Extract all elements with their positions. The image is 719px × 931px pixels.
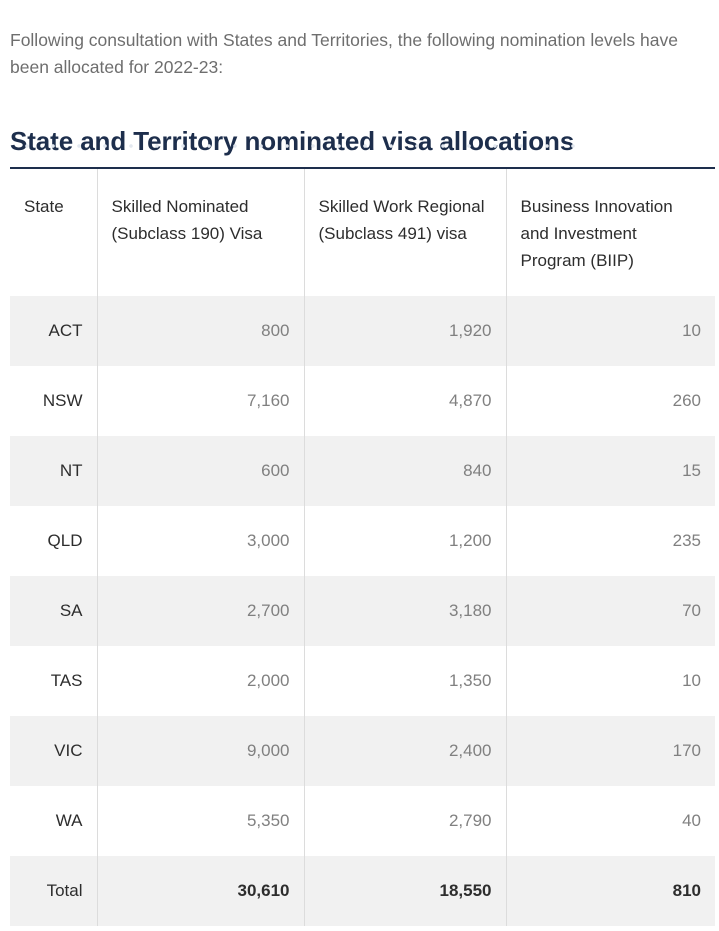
cell-subclass-491: 840 [303, 436, 506, 506]
cell-total-biip: 810 [505, 856, 715, 926]
cell-state: NT [59, 461, 83, 480]
cell-biip: 10 [505, 646, 715, 716]
cell-subclass-491: 1,920 [303, 296, 506, 366]
table-row: TAS 2,000 1,350 10 [10, 646, 715, 716]
cell-biip: 235 [505, 506, 715, 576]
total-row: Total 30,610 18,550 810 [10, 856, 715, 926]
cell-subclass-190: 3,000 [96, 506, 304, 576]
cell-biip: 260 [505, 366, 715, 436]
cell-state: WA [55, 811, 83, 830]
cell-state: SA [59, 601, 83, 620]
table-header: State Skilled Nominated (Subclass 190) V… [10, 168, 715, 296]
table-row: VIC 9,000 2,400 170 [10, 716, 715, 786]
cell-subclass-491: 2,790 [303, 786, 506, 856]
cell-subclass-491: 2,400 [303, 716, 506, 786]
cell-state: NSW [42, 391, 83, 410]
cell-state: TAS [50, 671, 83, 690]
cell-biip: 170 [505, 716, 715, 786]
table-row: QLD 3,000 1,200 235 [10, 506, 715, 576]
table-row: NT 600 840 15 [10, 436, 715, 506]
table-row: NSW 7,160 4,870 260 [10, 366, 715, 436]
table-row: SA 2,700 3,180 70 [10, 576, 715, 646]
header-subclass-190: Skilled Nominated (Subclass 190) Visa [96, 168, 304, 296]
header-biip: Business Innovation and Investment Progr… [505, 168, 715, 296]
cell-total-subclass-190: 30,610 [96, 856, 304, 926]
cell-subclass-491: 1,200 [303, 506, 506, 576]
cell-state: ACT [48, 321, 83, 340]
visa-allocation-table: State Skilled Nominated (Subclass 190) V… [10, 167, 715, 926]
cell-subclass-190: 600 [96, 436, 304, 506]
cell-subclass-190: 2,000 [96, 646, 304, 716]
cell-total-subclass-491: 18,550 [303, 856, 506, 926]
header-row: State Skilled Nominated (Subclass 190) V… [10, 168, 715, 296]
table-row: ACT 800 1,920 10 [10, 296, 715, 366]
header-subclass-491: Skilled Work Regional (Subclass 491) vis… [303, 168, 506, 296]
table-body: ACT 800 1,920 10 NSW 7,160 4,870 260 NT … [10, 296, 715, 926]
cell-biip: 70 [505, 576, 715, 646]
cell-subclass-491: 3,180 [303, 576, 506, 646]
intro-paragraph: Following consultation with States and T… [10, 29, 678, 77]
cell-state: QLD [47, 531, 83, 550]
cell-subclass-190: 9,000 [96, 716, 304, 786]
heading-decoration [14, 143, 594, 149]
cell-biip: 40 [505, 786, 715, 856]
cell-biip: 15 [505, 436, 715, 506]
header-state: State [10, 168, 97, 296]
cell-subclass-190: 800 [96, 296, 304, 366]
cell-subclass-190: 7,160 [96, 366, 304, 436]
cell-subclass-491: 1,350 [303, 646, 506, 716]
cell-biip: 10 [505, 296, 715, 366]
cell-subclass-190: 2,700 [96, 576, 304, 646]
section-heading: State and Territory nominated visa alloc… [10, 125, 575, 156]
cell-subclass-190: 5,350 [96, 786, 304, 856]
cell-subclass-491: 4,870 [303, 366, 506, 436]
cell-total-label: Total [46, 881, 83, 900]
cell-state: VIC [54, 741, 83, 760]
table-row: WA 5,350 2,790 40 [10, 786, 715, 856]
